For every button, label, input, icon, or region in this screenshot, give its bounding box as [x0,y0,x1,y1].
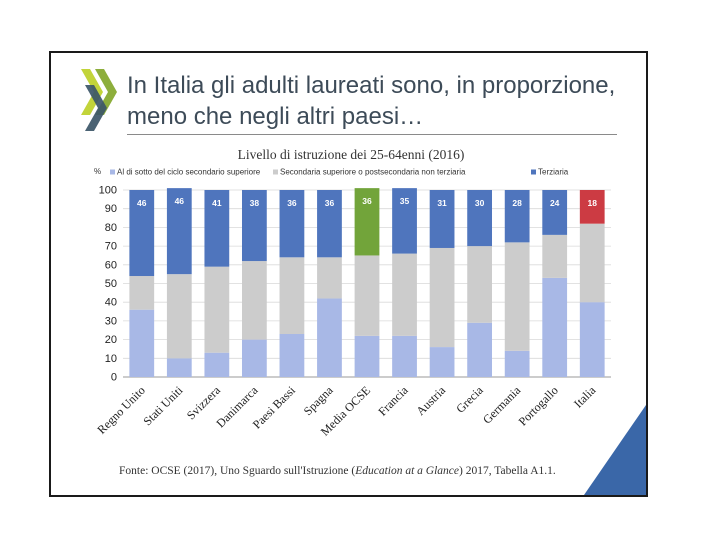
bar-segment [204,266,230,353]
data-label: 30 [475,198,485,208]
bar-segment [129,309,155,377]
corner-decoration [584,405,646,495]
bar-segment [317,257,342,299]
stacked-bar-chart: Livello di istruzione dei 25-64enni (201… [94,147,611,439]
oecd-chevron-logo-icon [81,69,117,131]
bar-segment [429,247,455,348]
bar-segment [204,190,230,267]
y-tick-label: 60 [105,259,117,271]
bar-segment [429,347,455,377]
y-tick-label: 90 [105,203,117,215]
data-label: 18 [587,198,597,208]
bar-segment [542,277,568,377]
bar-segment [504,242,530,351]
bar-segment [204,352,230,377]
x-tick-label: Spagna [301,383,336,418]
data-labels: 46 46 41 38 36 36 36 35 31 30 28 24 18 [137,196,597,208]
data-label: 36 [325,198,335,208]
y-tick-label: 0 [111,372,117,384]
legend-label: Al di sotto del ciclo secondario superio… [117,168,261,177]
bar-segment [354,188,380,256]
y-tick-label: 100 [99,185,117,197]
data-label: 36 [362,196,372,206]
bar-segment [467,246,493,323]
y-tick-label: 70 [105,241,117,253]
data-label: 24 [550,198,560,208]
bar-segment [542,190,568,235]
data-label: 35 [400,196,410,206]
bar-segment [279,257,305,334]
bar-segment [317,190,342,258]
bar-segment [542,234,568,278]
data-label: 46 [137,198,147,208]
y-tick-label: 20 [105,334,117,346]
bar-segment [241,339,267,377]
legend: Al di sotto del ciclo secondario superio… [110,168,569,177]
bar-segment [504,350,530,377]
data-label: 31 [437,198,447,208]
bar-segment [129,276,155,310]
bar-segment [467,190,493,247]
bar-segment [241,261,267,340]
bar-segment [392,335,417,377]
bar-segment [579,190,605,224]
slide: In Italia gli adulti laureati sono, in p… [49,51,648,497]
chart-title: Livello di istruzione dei 25-64enni (201… [238,147,465,162]
bar-segment [392,253,417,336]
data-label: 28 [512,198,522,208]
bar-segment [504,190,530,243]
y-tick-label: 10 [105,353,117,365]
bar-segment [241,190,267,262]
bar-segment [129,190,155,277]
y-tick-label: 40 [105,297,117,309]
bar-segment [166,358,192,377]
y-axis-label: % [94,167,101,176]
bar-segment [317,298,342,377]
bar-segment [166,274,192,359]
x-tick-label: Stati Uniti [140,383,185,428]
bars [129,188,605,377]
source-italic: Education at a Glance [355,465,460,477]
x-tick-label: Portogallo [516,383,561,428]
legend-swatch [273,169,278,175]
legend-swatch [110,169,115,175]
y-tick-label: 80 [105,222,117,234]
bar-segment [467,322,493,377]
data-label: 41 [212,198,222,208]
y-tick-label: 30 [105,315,117,327]
bar-segment [579,223,605,303]
bar-segment [166,188,192,275]
bar-segment [429,190,455,248]
legend-label: Terziaria [538,168,569,177]
bar-segment [392,188,417,254]
slide-title: In Italia gli adulti laureati sono, in p… [127,72,616,130]
bar-segment [579,302,605,377]
x-tick-label: Austria [413,383,448,418]
bar-segment [279,190,305,258]
bar-segment [354,255,380,336]
data-label: 36 [287,198,297,208]
source-suffix: ) 2017, Tabella A1.1. [459,465,556,477]
legend-swatch [531,169,536,175]
legend-label: Secondaria superiore o postsecondaria no… [280,168,466,177]
x-tick-label: Regno Unito [94,383,148,437]
bar-segment [354,335,380,377]
data-label: 38 [250,198,260,208]
x-tick-label: Grecia [453,383,486,416]
bar-segment [279,333,305,377]
title-divider [127,134,617,135]
y-tick-label: 50 [105,278,117,290]
source-prefix: Fonte: OCSE (2017), Uno Sguardo sull'Ist… [119,465,356,477]
data-label: 46 [175,196,185,206]
source-note: Fonte: OCSE (2017), Uno Sguardo sull'Ist… [119,465,556,477]
x-tick-label: Francia [375,383,411,419]
